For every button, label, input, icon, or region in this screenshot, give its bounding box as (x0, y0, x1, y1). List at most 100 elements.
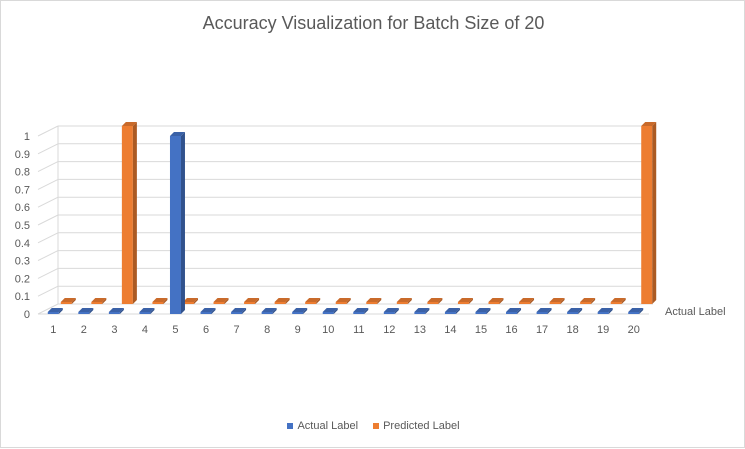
bar-actual (292, 312, 304, 314)
bar-top-predicted (213, 298, 229, 302)
bar-actual (200, 312, 212, 314)
x-tick-label: 1 (50, 324, 56, 336)
y-tick-label: 0.2 (15, 273, 30, 285)
x-tick-label: 6 (203, 324, 209, 336)
bar-predicted (641, 126, 653, 304)
bar-actual (139, 312, 151, 314)
bar-side-actual (486, 308, 491, 314)
bar-actual (475, 312, 487, 314)
bar-top-actual (139, 308, 155, 312)
bar-top-actual (169, 132, 185, 136)
x-tick-label: 17 (536, 324, 548, 336)
gridline-side (37, 232, 59, 244)
bar-actual (567, 312, 579, 314)
legend-swatch-predicted (373, 423, 380, 429)
bar-predicted (213, 302, 225, 304)
bar-actual (383, 312, 395, 314)
bar-side-predicted (316, 298, 321, 304)
bar-predicted (396, 302, 408, 304)
bar-top-actual (78, 308, 94, 312)
bar-side-actual (394, 308, 399, 314)
bar-predicted (580, 302, 592, 304)
legend-item-actual: Actual Label (287, 420, 358, 432)
bar-side-predicted (163, 298, 168, 304)
bar-actual (506, 312, 518, 314)
legend: Actual Label Predicted Label (1, 420, 745, 432)
x-tick-label: 16 (505, 324, 517, 336)
bar-top-predicted (396, 298, 412, 302)
bar-actual (231, 312, 243, 314)
bar-side-predicted (438, 298, 443, 304)
gridline-side (37, 178, 59, 190)
bar-top-predicted (335, 298, 351, 302)
bar-side-predicted (102, 298, 107, 304)
bar-side-actual (639, 308, 644, 314)
bar-top-actual (261, 308, 277, 312)
y-tick-label: 0.1 (15, 291, 30, 303)
legend-label-predicted: Predicted Label (383, 420, 460, 432)
gridline-side (37, 161, 59, 173)
x-tick-label: 13 (414, 324, 426, 336)
bar-side-predicted (591, 298, 596, 304)
y-tick-label: 0.9 (15, 149, 30, 161)
bar-side-predicted (407, 298, 412, 304)
bar-top-predicted (427, 298, 443, 302)
bar-top-predicted (641, 122, 657, 126)
bar-side-predicted (652, 122, 657, 304)
bar-side-actual (608, 308, 613, 314)
bar-actual (628, 312, 640, 314)
bar-side-actual (517, 308, 522, 314)
bar-actual (108, 312, 120, 314)
gridline-side (37, 125, 59, 137)
bar-actual (536, 312, 548, 314)
gridline-side (37, 285, 59, 297)
gridline-side (37, 267, 59, 279)
bar-side-predicted (224, 298, 229, 304)
bar-top-predicted (519, 298, 535, 302)
x-tick-label: 20 (628, 324, 640, 336)
bar-side-predicted (193, 298, 198, 304)
bar-side-predicted (71, 298, 76, 304)
bar-top-predicted (152, 298, 168, 302)
x-tick-label: 10 (322, 324, 334, 336)
bar-actual (78, 312, 90, 314)
bar-top-actual (444, 308, 460, 312)
bar-actual (261, 312, 273, 314)
y-tick-label: 0.5 (15, 220, 30, 232)
bar-predicted (182, 302, 194, 304)
x-tick-label: 11 (353, 324, 364, 336)
x-tick-label: 19 (597, 324, 609, 336)
bar-actual (47, 312, 59, 314)
bar-top-actual (108, 308, 124, 312)
bar-actual (597, 312, 609, 314)
bar-side-predicted (255, 298, 260, 304)
bar-actual (414, 312, 426, 314)
x-tick-label: 9 (295, 324, 301, 336)
bar-top-predicted (580, 298, 596, 302)
bar-side-predicted (560, 298, 565, 304)
legend-item-predicted: Predicted Label (373, 420, 460, 432)
bar-side-actual (547, 308, 552, 314)
bar-side-actual (89, 308, 94, 314)
bar-actual (169, 136, 181, 314)
bar-side-predicted (499, 298, 504, 304)
bar-top-predicted (60, 298, 76, 302)
y-tick-label: 0 (24, 309, 30, 321)
bar-side-actual (578, 308, 583, 314)
bar-top-actual (322, 308, 338, 312)
bar-side-actual (150, 308, 155, 314)
bar-predicted (427, 302, 439, 304)
gridline-side (37, 196, 59, 208)
bar-top-predicted (274, 298, 290, 302)
x-tick-label: 14 (444, 324, 456, 336)
bar-side-actual (333, 308, 338, 314)
bar-actual (444, 312, 456, 314)
bar-side-actual (242, 308, 247, 314)
bar-top-actual (506, 308, 522, 312)
x-tick-label: 8 (264, 324, 270, 336)
bar-top-actual (475, 308, 491, 312)
bar-side-actual (364, 308, 369, 314)
y-tick-label: 0.8 (15, 167, 30, 179)
